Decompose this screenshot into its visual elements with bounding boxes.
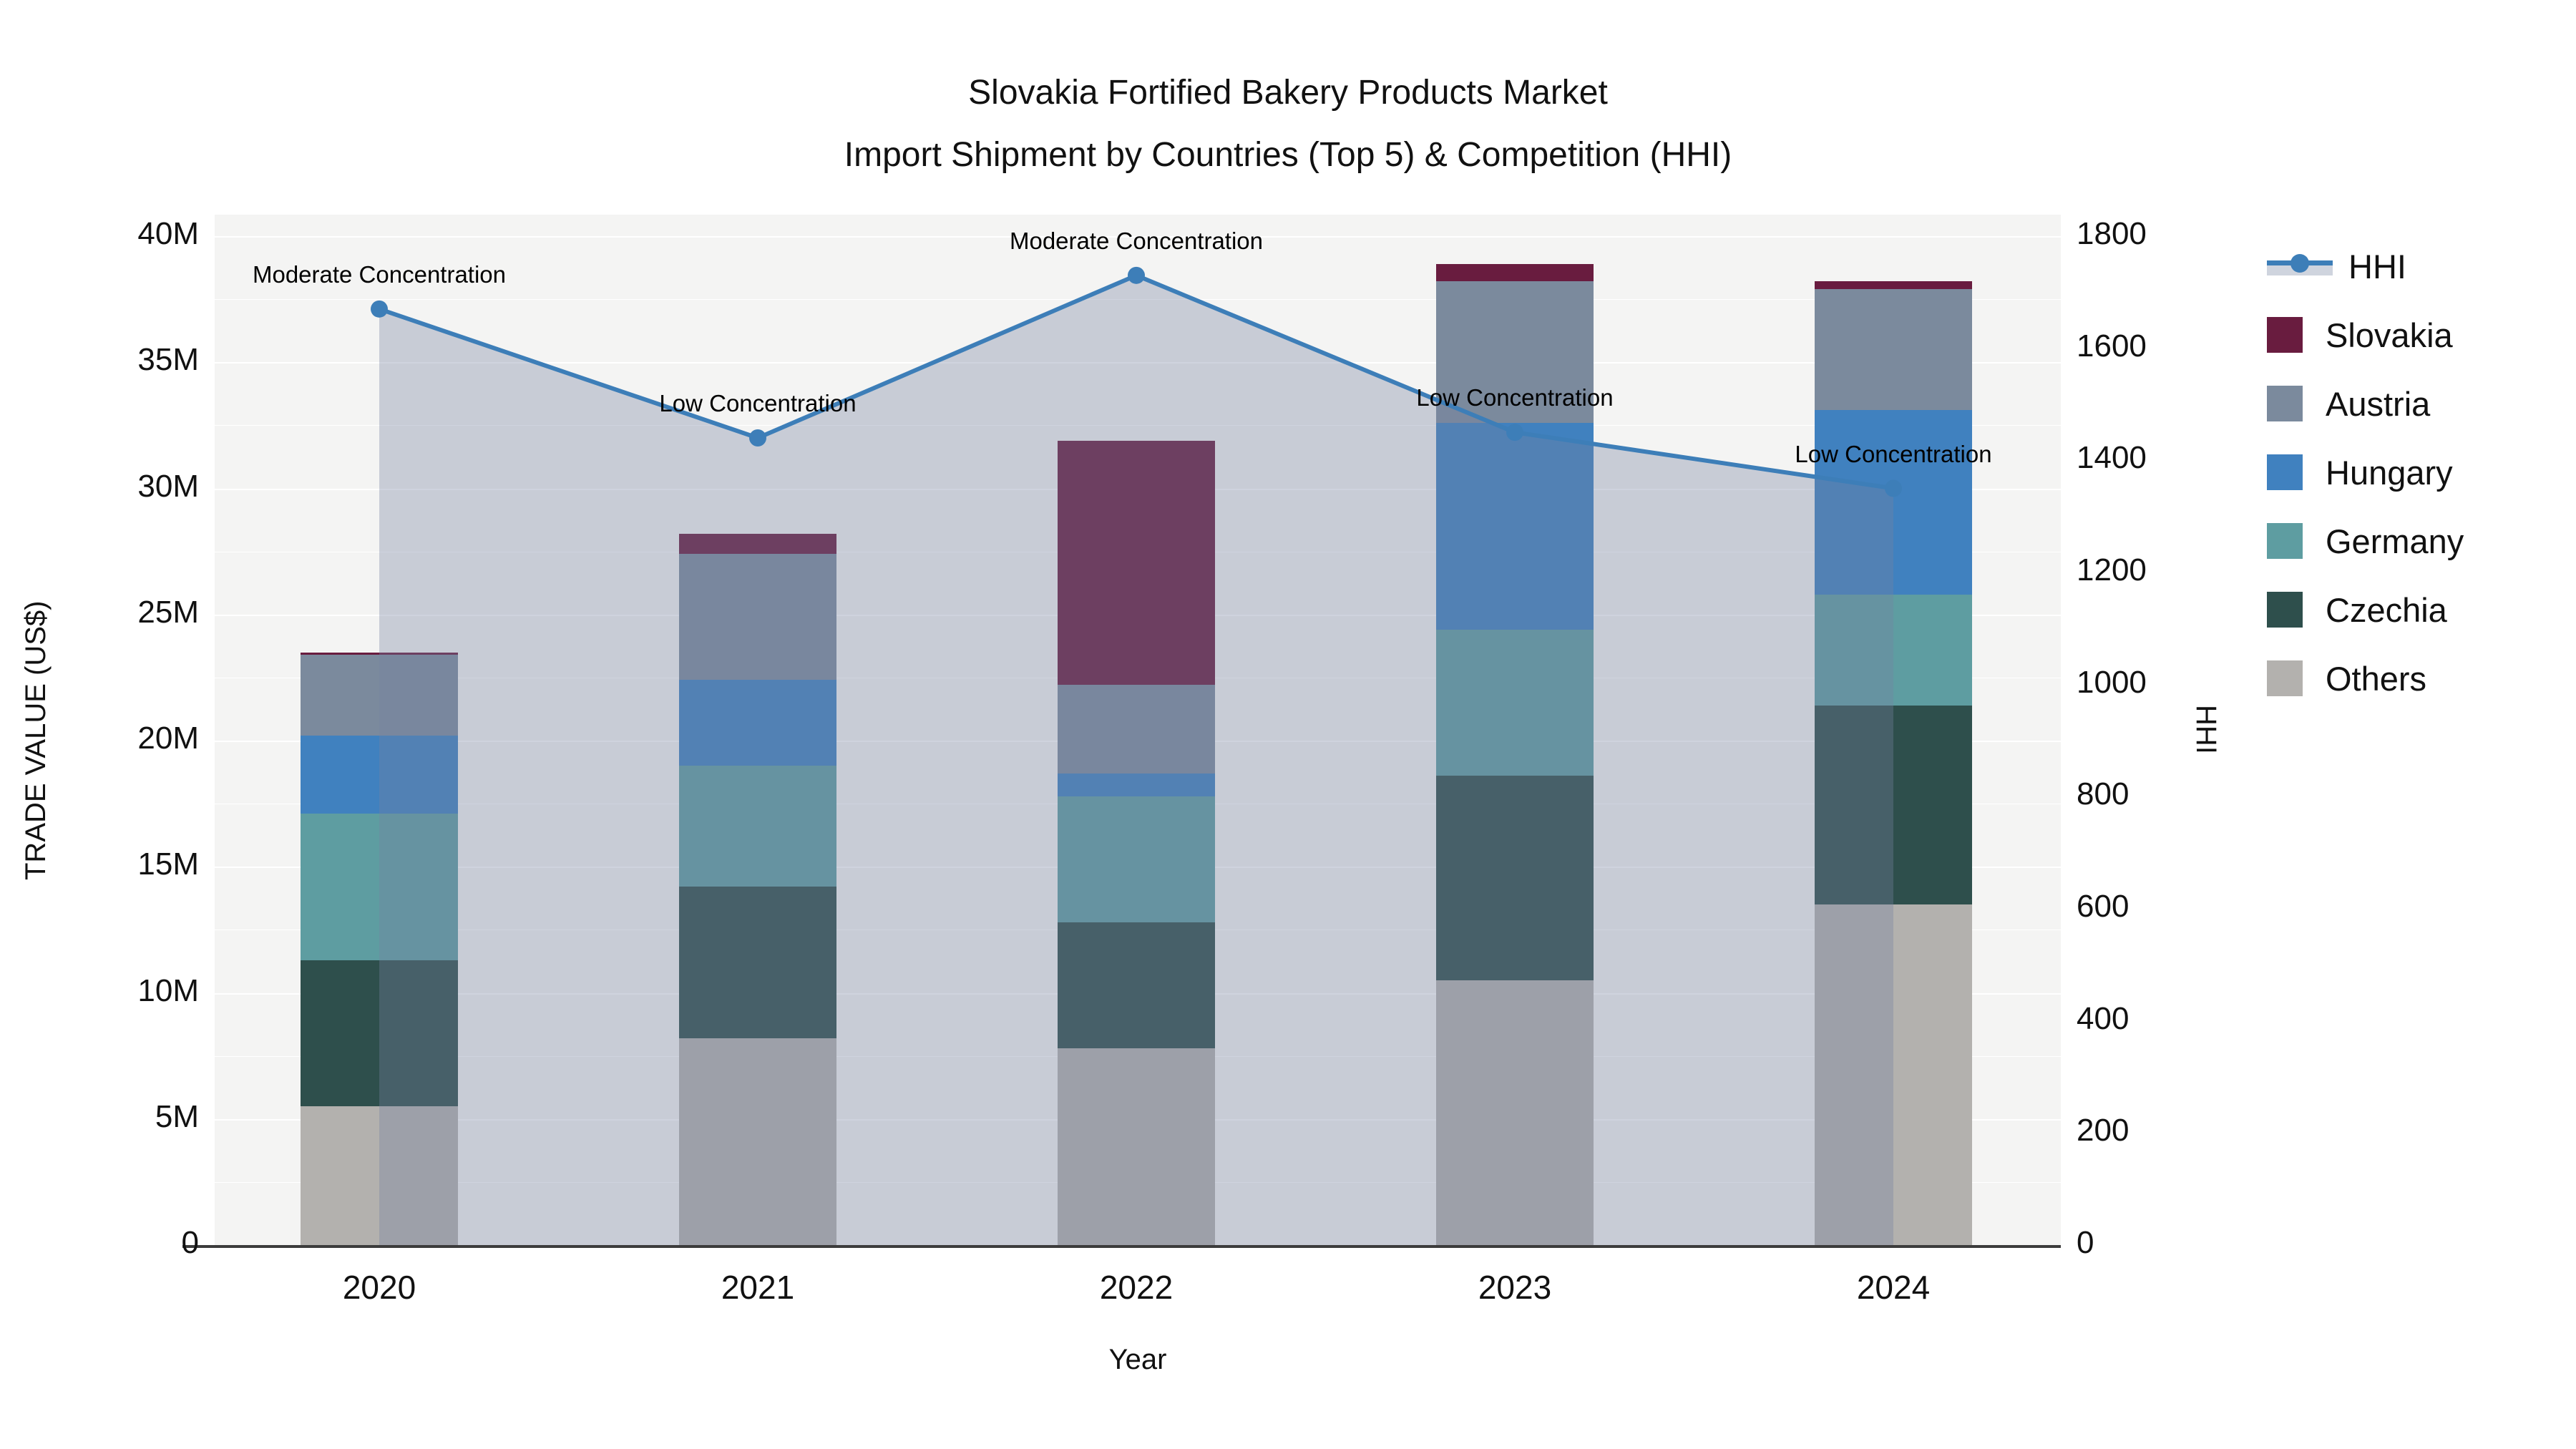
- annotation-2022: Moderate Concentration: [1009, 227, 1264, 254]
- legend-item-slovakia[interactable]: Slovakia: [2267, 301, 2453, 369]
- y-right-tick-0: 0: [2077, 1225, 2094, 1260]
- y-left-tick-30M: 30M: [137, 468, 199, 504]
- legend-swatch-czechia: [2267, 592, 2303, 628]
- gridline: [215, 236, 2061, 238]
- y-left-tick-40M: 40M: [137, 216, 199, 251]
- bar-segment-others-2021: [679, 1038, 836, 1245]
- x-tick-2024: 2024: [1856, 1269, 1931, 1306]
- bar-segment-czechia-2021: [679, 887, 836, 1038]
- bar-segment-germany-2020: [301, 814, 458, 960]
- legend-label: Czechia: [2326, 590, 2447, 629]
- legend-item-austria[interactable]: Austria: [2267, 369, 2430, 438]
- bar-segment-hungary-2024: [1815, 410, 1972, 595]
- bar-segment-germany-2023: [1436, 629, 1594, 776]
- bar-segment-germany-2021: [679, 766, 836, 887]
- legend-label: Slovakia: [2326, 316, 2453, 354]
- bar-segment-others-2023: [1436, 980, 1594, 1245]
- annotation-2023: Low Concentration: [1416, 384, 1614, 411]
- bar-segment-austria-2021: [679, 554, 836, 680]
- y-right-tick-1800: 1800: [2077, 216, 2147, 251]
- gridline: [215, 425, 2061, 426]
- bar-segment-czechia-2024: [1815, 705, 1972, 905]
- y-left-tick-5M: 5M: [155, 1098, 199, 1134]
- bar-segment-slovakia-2022: [1058, 440, 1215, 686]
- bar-segment-germany-2024: [1815, 594, 1972, 706]
- bar-segment-hungary-2023: [1436, 422, 1594, 630]
- legend-label: Germany: [2326, 522, 2464, 560]
- y-axis-right-title: HHI: [2190, 705, 2222, 754]
- y-right-tick-1600: 1600: [2077, 328, 2147, 364]
- hhi-legend-sample-icon: [2267, 254, 2333, 278]
- bar-segment-others-2024: [1815, 904, 1972, 1245]
- legend-label: Others: [2326, 659, 2427, 698]
- bar-segment-austria-2022: [1058, 685, 1215, 774]
- y-left-tick-10M: 10M: [137, 972, 199, 1008]
- annotation-2024: Low Concentration: [1795, 440, 1992, 467]
- legend-swatch-others: [2267, 660, 2303, 696]
- legend-item-hungary[interactable]: Hungary: [2267, 438, 2453, 507]
- legend-swatch-germany: [2267, 523, 2303, 559]
- bar-segment-czechia-2022: [1058, 922, 1215, 1049]
- y-right-tick-400: 400: [2077, 1000, 2129, 1036]
- bar-segment-slovakia-2020: [301, 652, 458, 655]
- legend-item-others[interactable]: Others: [2267, 644, 2426, 713]
- bar-segment-slovakia-2021: [679, 533, 836, 555]
- bar-segment-czechia-2023: [1436, 776, 1594, 980]
- chart-title-line1: Slovakia Fortified Bakery Products Marke…: [968, 74, 1608, 112]
- legend-label: Hungary: [2326, 453, 2453, 492]
- bar-segment-hungary-2021: [679, 680, 836, 766]
- gridline: [215, 362, 2061, 364]
- bar-segment-austria-2020: [301, 655, 458, 736]
- annotation-2021: Low Concentration: [659, 390, 857, 416]
- x-tick-2023: 2023: [1478, 1269, 1552, 1306]
- legend-item-czechia[interactable]: Czechia: [2267, 575, 2447, 644]
- legend-swatch-slovakia: [2267, 317, 2303, 353]
- y-left-tick-0: 0: [181, 1225, 199, 1260]
- legend-swatch-austria: [2267, 386, 2303, 421]
- y-right-tick-200: 200: [2077, 1113, 2129, 1148]
- bar-segment-slovakia-2024: [1815, 281, 1972, 289]
- legend-label: HHI: [2348, 247, 2406, 286]
- bar-segment-others-2022: [1058, 1048, 1215, 1245]
- x-tick-2021: 2021: [721, 1269, 795, 1306]
- y-right-tick-1200: 1200: [2077, 552, 2147, 587]
- y-left-tick-20M: 20M: [137, 721, 199, 756]
- legend-item-germany[interactable]: Germany: [2267, 507, 2464, 575]
- bar-segment-others-2020: [301, 1106, 458, 1245]
- bar-segment-austria-2024: [1815, 289, 1972, 411]
- y-right-tick-600: 600: [2077, 889, 2129, 924]
- y-right-tick-1400: 1400: [2077, 440, 2147, 476]
- legend-label: Austria: [2326, 384, 2431, 423]
- bar-segment-germany-2022: [1058, 796, 1215, 922]
- y-axis-left-title: TRADE VALUE (US$): [20, 600, 52, 880]
- y-left-tick-25M: 25M: [137, 594, 199, 630]
- y-right-tick-800: 800: [2077, 776, 2129, 812]
- bar-segment-slovakia-2023: [1436, 263, 1594, 282]
- bar-segment-czechia-2020: [301, 960, 458, 1107]
- legend-swatch-hungary: [2267, 454, 2303, 490]
- legend-item-hhi[interactable]: HHI: [2267, 232, 2406, 301]
- y-right-tick-1000: 1000: [2077, 664, 2147, 700]
- y-left-tick-35M: 35M: [137, 342, 199, 378]
- chart-title-line2: Import Shipment by Countries (Top 5) & C…: [844, 136, 1732, 174]
- x-tick-2022: 2022: [1099, 1269, 1174, 1306]
- annotation-2020: Moderate Concentration: [252, 260, 507, 288]
- bar-segment-hungary-2022: [1058, 773, 1215, 796]
- x-tick-2020: 2020: [342, 1269, 416, 1306]
- bar-segment-hungary-2020: [301, 735, 458, 814]
- gridline: [215, 299, 2061, 300]
- hhi-marker-sample: [2290, 254, 2309, 273]
- x-axis-title: Year: [1108, 1344, 1167, 1375]
- x-axis-line: [182, 1245, 2061, 1248]
- y-left-tick-15M: 15M: [137, 847, 199, 882]
